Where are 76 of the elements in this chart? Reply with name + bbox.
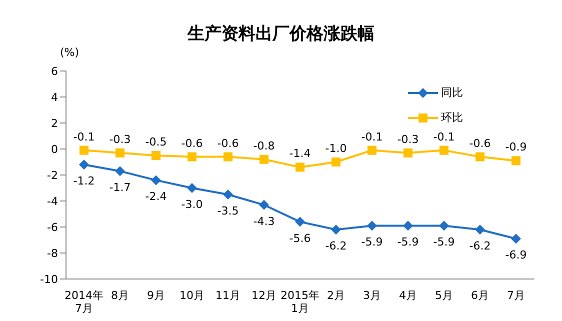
x-tick-label: 7月	[507, 289, 525, 302]
y-tick-label: -10	[40, 272, 58, 286]
y-tick-label: -8	[47, 246, 58, 260]
data-label: -0.1	[433, 130, 455, 144]
y-tick-label: 4	[51, 90, 58, 104]
data-label: -6.2	[325, 240, 347, 253]
y-tick-label: 2	[51, 116, 58, 130]
point	[260, 154, 268, 164]
point	[80, 146, 88, 155]
chart-title: 生产资料出厂价格涨跌幅	[186, 23, 376, 45]
point	[259, 200, 269, 210]
point	[367, 220, 377, 231]
point	[187, 183, 197, 193]
x-tick-label: 12月	[252, 289, 276, 302]
data-label: -0.8	[253, 139, 275, 152]
point	[403, 220, 413, 231]
point	[224, 152, 232, 162]
data-label: -4.3	[253, 214, 275, 228]
x-tick-label: 5月	[435, 289, 453, 302]
point	[511, 234, 521, 244]
point	[331, 224, 341, 235]
point	[404, 148, 412, 158]
x-tick-label: 9月	[147, 289, 165, 302]
point	[116, 148, 124, 158]
point	[79, 160, 89, 170]
legend-label: 同比	[441, 85, 463, 100]
data-label: -0.6	[469, 136, 491, 150]
y-tick-label: -4	[47, 194, 58, 208]
point	[439, 220, 449, 231]
data-label: -1.0	[325, 142, 347, 155]
data-label: -6.2	[469, 240, 491, 253]
data-label: -1.4	[289, 147, 311, 160]
data-label: -0.5	[145, 136, 167, 148]
point	[332, 158, 340, 166]
y-tick-label: 0	[51, 142, 58, 156]
point	[476, 152, 484, 162]
point	[295, 216, 305, 227]
point	[115, 166, 125, 176]
x-tick-label: 6月	[471, 289, 489, 302]
data-label: -0.6	[217, 136, 239, 150]
y-tick-label: -6	[47, 220, 58, 234]
data-label: -1.2	[73, 174, 95, 188]
point	[188, 152, 196, 162]
x-tick-label: 3月	[363, 289, 381, 302]
point	[296, 162, 304, 172]
x-tick-label: 4月	[399, 289, 417, 302]
point	[151, 175, 161, 186]
data-label: -5.9	[361, 236, 383, 249]
point	[223, 190, 233, 200]
data-label: -1.7	[109, 181, 131, 194]
data-label: -0.9	[505, 140, 527, 154]
y-tick-label: 6	[51, 64, 58, 78]
point	[440, 146, 448, 155]
legend-label: 环比	[441, 110, 463, 125]
data-label: -5.9	[433, 236, 455, 249]
data-label: -0.3	[397, 132, 419, 146]
data-label: -0.1	[361, 130, 383, 144]
data-label: -3.0	[181, 198, 203, 211]
data-label: -6.9	[505, 248, 527, 262]
data-label: -5.9	[397, 236, 419, 249]
x-tick-label: 10月	[180, 289, 204, 302]
x-tick-label: 8月	[111, 289, 129, 302]
data-label: -0.3	[109, 132, 131, 146]
data-label: -5.6	[289, 232, 311, 245]
data-label: -2.4	[145, 190, 167, 204]
point	[368, 146, 376, 155]
point	[512, 156, 520, 166]
point	[475, 224, 485, 235]
x-tick-label: 2月	[327, 289, 345, 302]
data-label: -0.1	[73, 130, 95, 144]
y-axis-title: (%)	[60, 46, 80, 59]
x-tick-label: 11月	[216, 289, 240, 302]
data-label: -0.6	[181, 136, 203, 150]
data-label: -3.5	[217, 204, 239, 218]
y-tick-label: -2	[47, 168, 58, 182]
point	[152, 151, 160, 160]
